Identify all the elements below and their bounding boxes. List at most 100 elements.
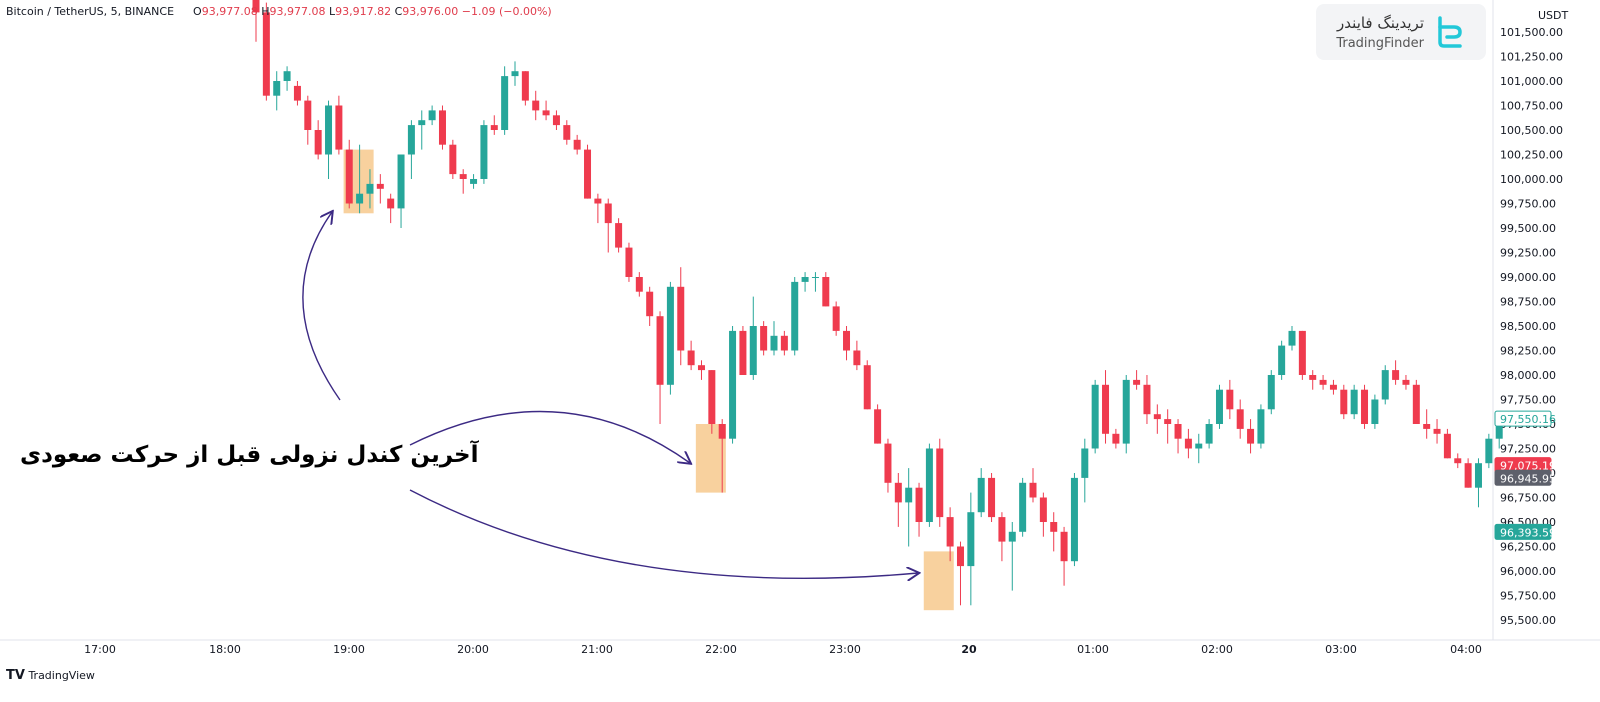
tradingview-brand: TradingView [28,669,95,682]
y-tick-label: 100,750.00 [1500,100,1563,113]
candle-body [1412,384,1420,424]
candle-body [511,71,519,77]
candle-body [1350,389,1358,415]
close-value: 93,976.00 [402,5,459,18]
y-tick-label: 101,250.00 [1500,51,1563,64]
candle-body [936,448,944,518]
candle-body [1319,379,1327,385]
x-tick-label: 20 [961,643,977,656]
candle-body [1019,482,1027,532]
high-label: H [261,5,270,18]
y-tick-label: 95,750.00 [1500,590,1556,603]
candle-body [687,350,695,366]
candle-body [915,487,923,522]
candle-body [956,546,964,567]
y-tick-label: 101,500.00 [1500,26,1563,39]
y-tick-label: 100,500.00 [1500,124,1563,137]
price-tag-label: 97,075.19 [1500,460,1556,473]
tradingview-footer: 𝗧𝗩 TradingView [6,668,95,683]
candle-body [615,223,623,248]
y-tick-label: 98,250.00 [1500,345,1556,358]
price-tag-label: 97,550.16 [1500,413,1556,426]
candle-body [356,193,364,204]
price-tag [1494,410,1552,427]
candle-body [1371,399,1379,424]
price-tag [1494,469,1552,486]
candle-body [760,326,768,351]
candle-body [946,517,954,547]
x-tick-label: 17:00 [84,643,116,656]
candle-body [1226,389,1234,410]
candle-body [770,335,778,351]
arrow-2 [409,410,690,463]
candle-body [1278,345,1286,375]
candle-body [252,0,260,13]
x-tick-label: 04:00 [1450,643,1482,656]
candle-body [811,277,819,278]
watermark-en: TradingFinder [1336,36,1424,51]
y-tick-label: 100,000.00 [1500,173,1563,186]
candle-body [490,125,498,130]
candle-body [1184,438,1192,449]
candle-body [1164,419,1172,424]
candle-body [708,370,716,424]
candle-body [749,326,757,375]
candle-body [418,120,426,126]
candle-body [925,448,933,522]
candle-body [1195,443,1203,449]
candle-body [977,477,985,513]
candle-body [1153,414,1161,420]
tradingview-logo-icon: 𝗧𝗩 [6,668,25,683]
candle-body [1485,438,1493,464]
y-tick-label: 99,500.00 [1500,222,1556,235]
x-tick-label: 20:00 [457,643,489,656]
candle-body [1133,379,1141,385]
x-tick-label: 21:00 [581,643,613,656]
candle-body [1091,384,1099,449]
candle-body [273,81,281,96]
candle-body [387,198,395,209]
candle-body [718,424,726,439]
candle-body [604,203,612,224]
candle-body [376,183,384,189]
candle-body [501,76,509,130]
candle-body [1039,497,1047,522]
x-tick-label: 19:00 [333,643,365,656]
candle-body [1464,463,1472,488]
candle-body [262,12,270,96]
candle-body [853,350,861,366]
candle-body [780,335,788,351]
y-tick-label: 98,750.00 [1500,296,1556,309]
change-value: −1.09 (−0.00%) [461,5,552,18]
candle-body [283,71,291,81]
x-tick-label: 03:00 [1325,643,1357,656]
candle-body [1298,330,1306,375]
candle-body [1236,409,1244,429]
candle-body [666,286,674,385]
candle-body [905,487,913,503]
candle-body [470,179,478,184]
candle-body [407,125,415,155]
highlight-box [923,551,954,611]
candle-body [822,277,830,307]
candle-body [1081,448,1089,478]
candle-body [532,100,540,111]
candle-body [1215,389,1223,424]
candle-body [1070,477,1078,562]
candle-body [801,277,809,282]
candle-body [397,154,405,209]
candle-body [843,330,851,351]
candle-body [646,291,654,317]
candle-body [542,110,550,116]
candle-body [1174,424,1182,439]
y-tick-label: 99,250.00 [1500,247,1556,260]
candle-body [438,110,446,145]
symbol-title: Bitcoin / TetherUS, 5, BINANCE [6,5,175,18]
candle-body [967,512,975,567]
candle-body [1008,531,1016,542]
watermark-fa: تریدینگ فایندر [1337,14,1424,32]
open-label: O [193,5,202,18]
candle-body [998,517,1006,542]
candle-body [314,130,322,155]
